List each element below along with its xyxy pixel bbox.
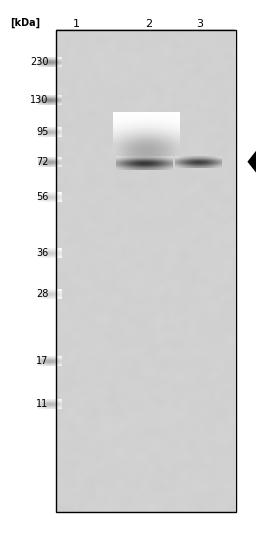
Polygon shape	[248, 149, 256, 174]
Text: [kDa]: [kDa]	[10, 17, 40, 27]
Text: 56: 56	[36, 192, 49, 202]
Text: 1: 1	[73, 19, 80, 29]
Text: 36: 36	[36, 248, 49, 258]
Text: 11: 11	[36, 399, 49, 409]
Text: 95: 95	[36, 127, 49, 137]
Text: 17: 17	[36, 356, 49, 366]
Text: 3: 3	[196, 19, 203, 29]
Text: 72: 72	[36, 157, 49, 167]
Bar	[56, 30, 236, 512]
Text: 230: 230	[30, 57, 49, 67]
Text: 2: 2	[145, 19, 152, 29]
Text: 28: 28	[36, 289, 49, 299]
Text: 130: 130	[30, 95, 49, 105]
